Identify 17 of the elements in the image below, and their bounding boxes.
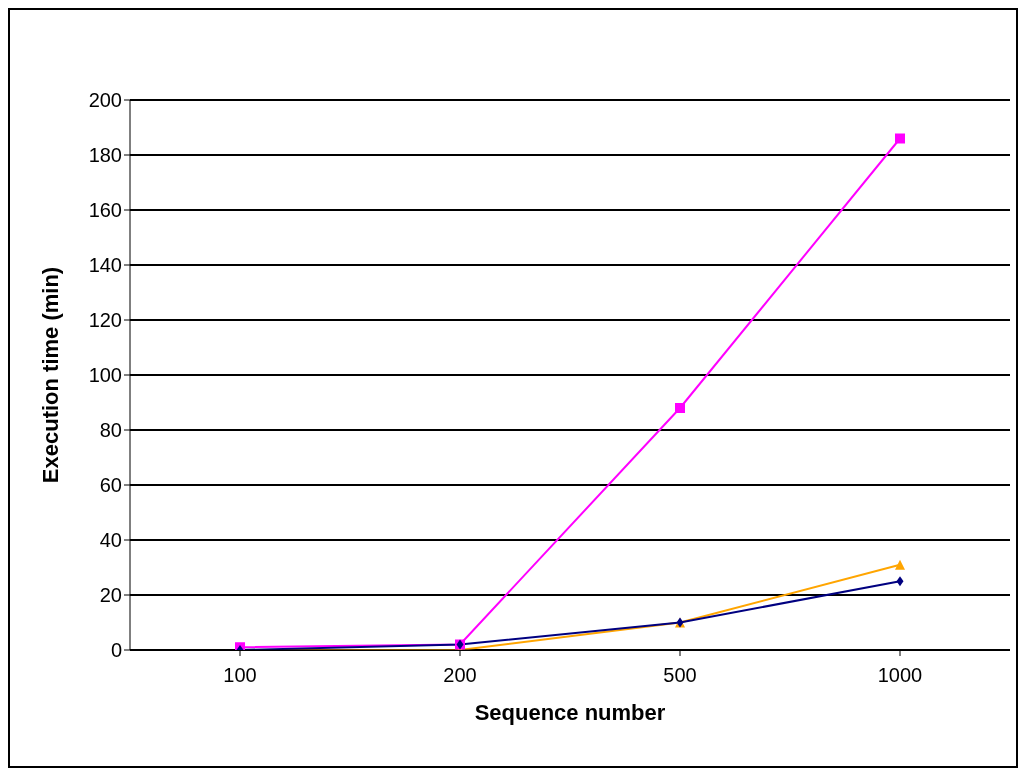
y-tick-label: 0 (110, 639, 122, 662)
x-tick-label: 1000 (877, 664, 923, 687)
y-tick-label: 60 (99, 474, 122, 497)
y-tick-label: 180 (88, 144, 122, 167)
y-tick-label: 20 (99, 584, 122, 607)
x-tick-label: 100 (223, 664, 257, 687)
y-tick-label: 200 (88, 89, 122, 112)
y-tick-label: 40 (99, 529, 122, 552)
y-axis-title: Execution time (min) (37, 266, 63, 484)
x-tick-label: 200 (443, 664, 477, 687)
y-tick-label: 80 (99, 419, 122, 442)
y-tick-label: 120 (88, 309, 122, 332)
y-tick-label: 140 (88, 254, 122, 277)
x-axis-title: Sequence number (474, 700, 666, 725)
y-tick-label: 160 (88, 199, 122, 222)
x-tick-label: 500 (663, 664, 697, 687)
y-tick-label: 100 (88, 364, 122, 387)
